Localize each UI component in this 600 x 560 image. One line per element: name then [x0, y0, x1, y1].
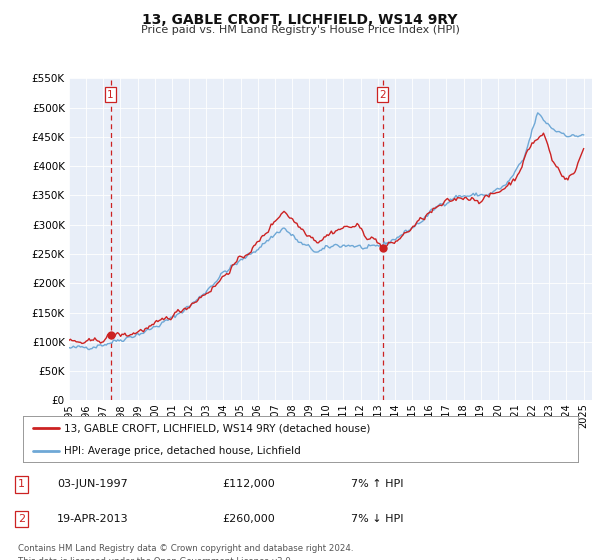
- Text: 2: 2: [18, 514, 25, 524]
- Text: 7% ↓ HPI: 7% ↓ HPI: [351, 514, 404, 524]
- Text: HPI: Average price, detached house, Lichfield: HPI: Average price, detached house, Lich…: [64, 446, 301, 456]
- Text: Contains HM Land Registry data © Crown copyright and database right 2024.
This d: Contains HM Land Registry data © Crown c…: [18, 544, 353, 560]
- Text: Price paid vs. HM Land Registry's House Price Index (HPI): Price paid vs. HM Land Registry's House …: [140, 25, 460, 35]
- Text: 13, GABLE CROFT, LICHFIELD, WS14 9RY: 13, GABLE CROFT, LICHFIELD, WS14 9RY: [142, 13, 458, 27]
- Text: 13, GABLE CROFT, LICHFIELD, WS14 9RY (detached house): 13, GABLE CROFT, LICHFIELD, WS14 9RY (de…: [64, 423, 371, 433]
- Text: £260,000: £260,000: [222, 514, 275, 524]
- Text: 2: 2: [379, 90, 386, 100]
- Text: 1: 1: [18, 479, 25, 489]
- Text: 7% ↑ HPI: 7% ↑ HPI: [351, 479, 404, 489]
- Text: 19-APR-2013: 19-APR-2013: [57, 514, 128, 524]
- Text: 03-JUN-1997: 03-JUN-1997: [57, 479, 128, 489]
- Text: £112,000: £112,000: [222, 479, 275, 489]
- Text: 1: 1: [107, 90, 114, 100]
